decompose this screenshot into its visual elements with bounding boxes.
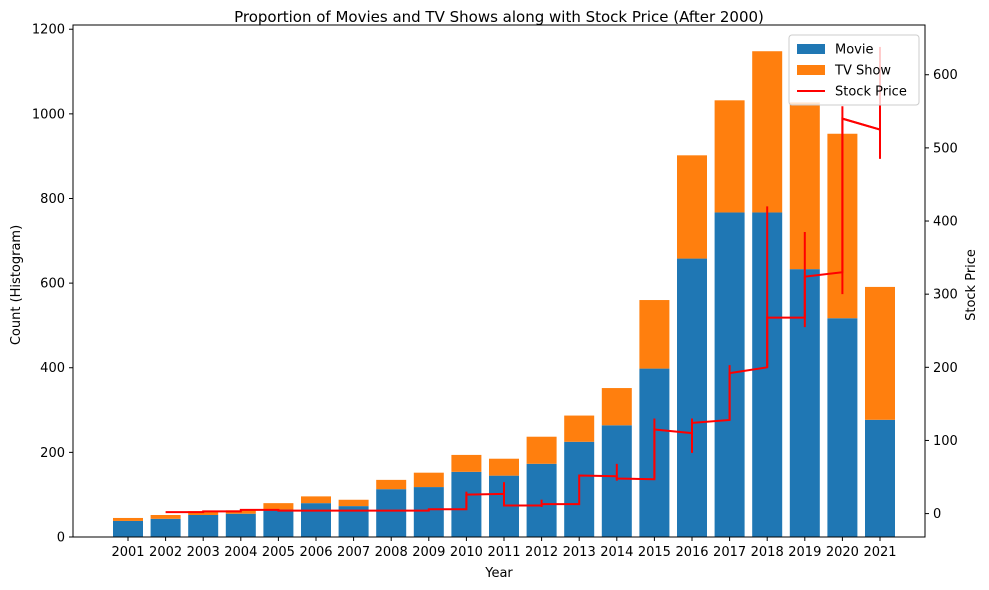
y2-axis-title: Stock Price <box>964 249 979 321</box>
bars-layer <box>113 51 895 537</box>
x-tick-label: 2014 <box>600 545 633 560</box>
x-axis-title: Year <box>484 566 513 581</box>
x-tick-label: 2001 <box>111 545 144 560</box>
legend-label: Movie <box>835 43 873 58</box>
y-tick-label: 1200 <box>32 23 65 38</box>
bar-tv-show <box>714 100 745 213</box>
bar-tv-show <box>338 499 369 507</box>
bar-tv-show <box>263 503 294 510</box>
bar-movie <box>301 503 331 537</box>
x-tick-label: 2020 <box>826 545 859 560</box>
legend-swatch <box>797 65 825 75</box>
bar-movie <box>827 318 858 537</box>
y-tick-label: 800 <box>40 192 65 207</box>
x-tick-label: 2005 <box>262 545 295 560</box>
legend-label: TV Show <box>834 64 891 79</box>
bar-movie <box>376 489 407 537</box>
legend: Movie TV Show Stock Price <box>788 34 920 106</box>
bar-movie <box>865 419 895 537</box>
stock-price-tail <box>842 117 881 131</box>
bar-movie <box>413 487 444 537</box>
y2-tick-label: 600 <box>933 68 958 83</box>
bar-tv-show <box>451 454 482 472</box>
y2-tick-label: 100 <box>933 434 958 449</box>
bar-tv-show <box>752 51 783 213</box>
y-tick-label: 600 <box>40 277 65 292</box>
bar-tv-show <box>639 300 670 369</box>
x-tick-label: 2012 <box>525 545 558 560</box>
y2-tick-label: 0 <box>933 507 941 522</box>
legend-label: Stock Price <box>835 85 907 100</box>
x-axis: 2001 2002 2003 2004 2005 2006 2007 2008 2009 2010… <box>111 537 897 560</box>
x-tick-label: 2016 <box>675 545 708 560</box>
x-tick-label: 2006 <box>299 545 332 560</box>
bar-movie <box>150 518 181 537</box>
y2-tick-label: 500 <box>933 141 958 156</box>
bar-tv-show <box>301 496 331 504</box>
x-tick-label: 2015 <box>638 545 671 560</box>
legend-swatch <box>797 44 825 54</box>
x-tick-label: 2010 <box>450 545 483 560</box>
bar-tv-show <box>677 155 707 259</box>
x-tick-label: 2018 <box>751 545 784 560</box>
bar-movie <box>113 520 143 537</box>
x-tick-label: 2019 <box>788 545 821 560</box>
y-tick-label: 0 <box>57 531 65 546</box>
x-tick-label: 2004 <box>224 545 257 560</box>
x-tick-label: 2007 <box>337 545 370 560</box>
bar-movie <box>601 425 632 537</box>
y-axis-left: 0 200 400 600 800 1000 1200 <box>32 23 73 546</box>
x-tick-label: 2003 <box>187 545 220 560</box>
y-axis-right: 0 100 200 300 400 500 600 <box>925 68 958 522</box>
x-tick-label: 2017 <box>713 545 746 560</box>
bar-tv-show <box>413 472 444 488</box>
bar-movie <box>188 514 219 537</box>
bar-movie <box>225 513 256 537</box>
y-tick-label: 200 <box>40 446 65 461</box>
y2-tick-label: 400 <box>933 215 958 230</box>
bar-tv-show <box>564 415 595 442</box>
bar-tv-show <box>526 436 557 464</box>
y-axis-title: Count (Histogram) <box>9 225 24 345</box>
bar-movie <box>263 509 294 537</box>
bar-movie <box>677 258 707 537</box>
x-tick-label: 2008 <box>375 545 408 560</box>
x-tick-label: 2011 <box>487 545 520 560</box>
x-tick-label: 2002 <box>149 545 182 560</box>
bar-tv-show <box>376 479 407 490</box>
bar-tv-show <box>601 388 632 426</box>
x-tick-label: 2013 <box>563 545 596 560</box>
plot-frame <box>72 24 926 538</box>
bar-tv-show <box>113 517 143 521</box>
x-tick-label: 2009 <box>412 545 445 560</box>
y-tick-label: 1000 <box>32 107 65 122</box>
y-tick-label: 400 <box>40 361 65 376</box>
chart-title: Proportion of Movies and TV Shows along … <box>234 8 764 26</box>
y2-tick-label: 200 <box>933 361 958 376</box>
bar-tv-show <box>150 514 181 519</box>
bar-tv-show <box>489 458 519 476</box>
y2-tick-label: 300 <box>933 288 958 303</box>
x-tick-label: 2021 <box>863 545 896 560</box>
bar-tv-show <box>865 286 895 420</box>
